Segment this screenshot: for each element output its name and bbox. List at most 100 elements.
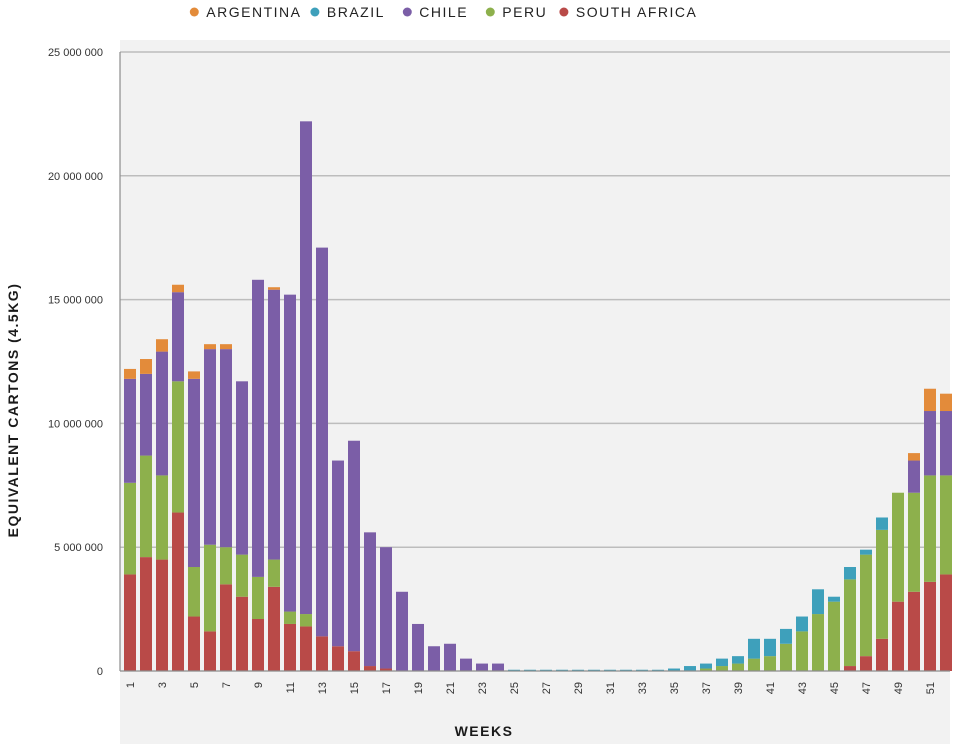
legend-marker-chile [402, 7, 412, 17]
bar-segment-brazil-week-40 [748, 638, 760, 659]
bar-segment-peru-week-2 [140, 455, 152, 558]
bar-segment-brazil-week-29 [572, 669, 584, 671]
bar-segment-peru-week-44 [812, 614, 824, 671]
bar-segment-argentina-week-10 [268, 287, 280, 290]
bars [124, 121, 952, 671]
legend: ARGENTINA BRAZIL CHILE PERU SOUTH AFRICA [189, 4, 696, 20]
legend-label-chile: CHILE [419, 4, 468, 20]
bar-segment-south-africa-week-51 [924, 581, 936, 671]
bar-segment-chile-week-2 [140, 373, 152, 456]
bar-segment-brazil-week-36 [684, 666, 696, 671]
bar-segment-south-africa-week-14 [332, 646, 344, 671]
bar-segment-peru-week-40 [748, 658, 760, 671]
bar-segment-brazil-week-44 [812, 589, 824, 615]
bar-segment-south-africa-week-7 [220, 584, 232, 671]
legend-marker-south-africa [559, 7, 569, 17]
legend-label-argentina: ARGENTINA [206, 4, 301, 20]
bar-segment-chile-week-24 [492, 663, 504, 671]
bar-segment-chile-week-17 [380, 547, 392, 669]
bar-segment-south-africa-week-10 [268, 586, 280, 671]
bar-segment-peru-week-7 [220, 547, 232, 585]
x-tick-label: 35 [669, 682, 681, 694]
bar-segment-chile-week-18 [396, 591, 408, 671]
bar-segment-peru-week-39 [732, 663, 744, 671]
bar-segment-south-africa-week-17 [380, 668, 392, 671]
bar-segment-peru-week-3 [156, 475, 168, 560]
x-tick-labels: 1 3 5 7 9 11 13 15 17 19 21 23 25 27 29 31 33 35 37 39 41 43 4… [125, 682, 937, 694]
bar-segment-chile-week-11 [284, 294, 296, 612]
bar-segment-brazil-week-46 [844, 567, 856, 580]
x-tick-label: 17 [381, 682, 393, 694]
bar-segment-peru-week-11 [284, 611, 296, 624]
bar-segment-chile-week-51 [924, 411, 936, 476]
bar-segment-brazil-week-43 [796, 616, 808, 632]
bar-segment-south-africa-week-12 [300, 626, 312, 671]
bar-segment-peru-week-37 [700, 668, 712, 671]
bar-segment-chile-week-10 [268, 289, 280, 560]
bar-segment-chile-week-12 [300, 121, 312, 615]
x-tick-label: 3 [157, 682, 169, 688]
bar-segment-chile-week-5 [188, 378, 200, 568]
bar-segment-peru-week-52 [940, 475, 952, 575]
x-tick-label: 33 [637, 682, 649, 694]
legend-label-peru: PERU [502, 4, 547, 20]
x-tick-label: 13 [317, 682, 329, 694]
bar-segment-argentina-week-1 [124, 368, 136, 379]
bar-segment-peru-week-45 [828, 601, 840, 671]
bar-segment-peru-week-47 [860, 554, 872, 657]
y-tick-labels: 0 5 000 000 10 000 000 15 000 000 20 000 000… [48, 47, 103, 678]
legend-marker-peru [485, 7, 495, 17]
bar-segment-brazil-week-35 [668, 668, 680, 671]
bar-segment-south-africa-week-46 [844, 666, 856, 671]
bar-segment-south-africa-week-5 [188, 616, 200, 671]
x-axis-title: WEEKS [455, 723, 514, 739]
bar-segment-brazil-week-31 [604, 669, 616, 671]
legend-marker-brazil [310, 7, 320, 17]
x-tick-label: 19 [413, 682, 425, 694]
bar-segment-chile-week-23 [476, 663, 488, 671]
bar-segment-argentina-week-3 [156, 339, 168, 352]
bar-segment-argentina-week-51 [924, 388, 936, 412]
bar-segment-argentina-week-2 [140, 359, 152, 374]
bar-segment-chile-week-50 [908, 460, 920, 493]
x-tick-label: 21 [445, 682, 457, 694]
bar-segment-chile-week-22 [460, 658, 472, 671]
x-tick-label: 7 [221, 682, 233, 688]
bar-segment-peru-week-48 [876, 529, 888, 639]
bar-segment-south-africa-week-52 [940, 574, 952, 671]
bar-segment-peru-week-12 [300, 614, 312, 627]
bar-segment-peru-week-51 [924, 475, 936, 582]
bar-segment-chile-week-1 [124, 378, 136, 483]
x-tick-label: 23 [477, 682, 489, 694]
x-tick-label: 37 [701, 682, 713, 694]
bar-segment-brazil-week-42 [780, 628, 792, 644]
bar-segment-brazil-week-37 [700, 663, 712, 669]
bar-segment-south-africa-week-50 [908, 591, 920, 671]
y-tick-label: 0 [97, 666, 103, 678]
x-tick-label: 29 [573, 682, 585, 694]
bar-segment-south-africa-week-48 [876, 638, 888, 671]
x-tick-label: 15 [349, 682, 361, 694]
bar-segment-south-africa-week-1 [124, 574, 136, 671]
x-tick-label: 9 [253, 682, 265, 688]
y-tick-label: 15 000 000 [48, 295, 103, 307]
bar-segment-peru-week-49 [892, 492, 904, 602]
bar-segment-south-africa-week-16 [364, 666, 376, 671]
bar-segment-argentina-week-52 [940, 393, 952, 412]
x-tick-label: 25 [509, 682, 521, 694]
bar-segment-chile-week-9 [252, 279, 264, 577]
bar-segment-chile-week-7 [220, 349, 232, 548]
bar-segment-peru-week-1 [124, 482, 136, 575]
bar-segment-brazil-week-39 [732, 656, 744, 664]
bar-segment-argentina-week-5 [188, 371, 200, 379]
bar-segment-brazil-week-28 [556, 669, 568, 671]
x-tick-label: 39 [733, 682, 745, 694]
bar-segment-south-africa-week-47 [860, 656, 872, 671]
bar-segment-brazil-week-26 [524, 669, 536, 671]
bar-segment-brazil-week-38 [716, 658, 728, 667]
y-tick-label: 20 000 000 [48, 171, 103, 183]
bar-segment-south-africa-week-49 [892, 601, 904, 671]
bar-segment-brazil-week-48 [876, 517, 888, 530]
